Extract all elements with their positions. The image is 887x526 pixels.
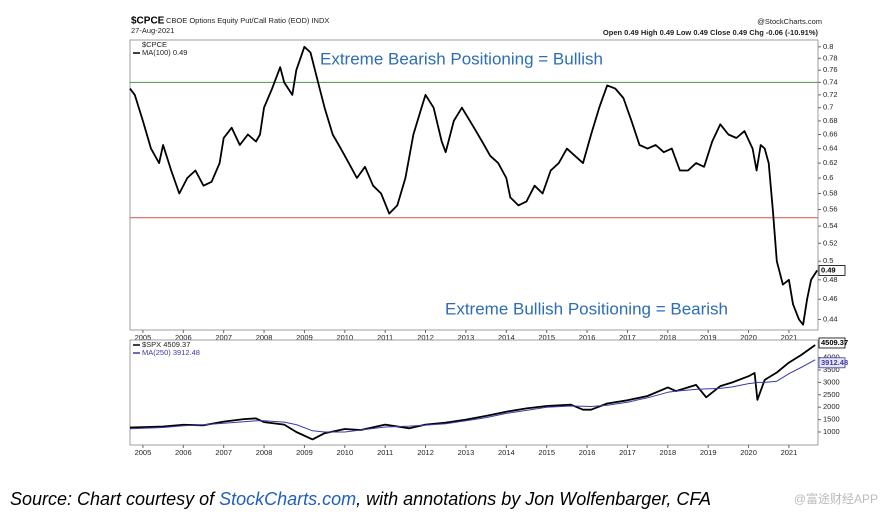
x-tick-label: 2018 [659, 333, 676, 342]
caption: Source: Chart courtesy of StockCharts.co… [10, 489, 711, 509]
y-tick-label: 0.6 [823, 173, 833, 182]
y-tick-label: 0.56 [823, 204, 838, 213]
x-tick-label: 2008 [256, 333, 273, 342]
series-line [129, 359, 816, 433]
value-tag: 3912.48 [821, 358, 848, 367]
value-tag: 4509.37 [821, 338, 848, 347]
x-tick-label: 2009 [296, 333, 313, 342]
y-tick-label: 0.78 [823, 53, 838, 62]
x-tick-label: 2019 [700, 333, 717, 342]
y-tick-label: 0.74 [823, 77, 838, 86]
y-tick-label: 0.48 [823, 275, 838, 284]
legend-label: MA(100) 0.49 [142, 48, 187, 57]
plot-frame [129, 39, 819, 331]
y-tick-label: 3000 [823, 377, 840, 386]
y-tick-label: 1000 [823, 427, 840, 436]
x-tick-label: 2011 [377, 448, 393, 457]
series-line [129, 45, 818, 326]
source: @StockCharts.com [757, 17, 822, 26]
x-tick-label: 2006 [175, 333, 192, 342]
x-tick-label: 2011 [377, 333, 393, 342]
x-tick-label: 2020 [740, 333, 757, 342]
x-tick-label: 2014 [498, 448, 515, 457]
y-tick-label: 0.76 [823, 65, 838, 74]
x-tick-label: 2017 [619, 333, 636, 342]
chart-subtitle: CBOE Options Equity Put/Call Ratio (EOD)… [166, 16, 329, 25]
x-tick-label: 2010 [336, 333, 353, 342]
x-tick-label: 2009 [296, 448, 313, 457]
x-tick-label: 2020 [740, 448, 757, 457]
x-tick-label: 2021 [781, 448, 798, 457]
y-tick-label: 0.5 [823, 256, 833, 265]
value-tag: 0.49 [821, 265, 836, 274]
value-tag-box [818, 265, 846, 276]
quote: Open 0.49 High 0.49 Low 0.49 Close 0.49 … [603, 28, 819, 37]
y-tick-label: 0.7 [823, 103, 833, 112]
x-tick-label: 2007 [215, 333, 232, 342]
y-tick-label: 0.8 [823, 42, 833, 51]
y-tick-label: 0.72 [823, 90, 838, 99]
x-tick-label: 2005 [135, 448, 152, 457]
y-tick-label: 0.52 [823, 238, 838, 247]
x-tick-label: 2013 [458, 333, 475, 342]
x-tick-label: 2008 [256, 448, 273, 457]
x-tick-label: 2016 [579, 333, 596, 342]
y-tick-label: 0.64 [823, 144, 838, 153]
x-tick-label: 2017 [619, 448, 636, 457]
value-tag-box [818, 337, 846, 349]
x-tick-label: 2012 [417, 333, 434, 342]
y-tick-label: 2000 [823, 402, 840, 411]
x-tick-label: 2014 [498, 333, 515, 342]
chart-title: $CPCE [131, 16, 165, 27]
legend-label: $SPX 4509.37 [142, 340, 190, 349]
y-tick-label: 2500 [823, 390, 840, 399]
x-tick-label: 2015 [538, 333, 555, 342]
x-tick-label: 2010 [336, 448, 353, 457]
caption-rest: , with annotations by Jon Wolfenbarger, … [356, 489, 711, 509]
y-tick-label: 0.44 [823, 314, 838, 323]
x-tick-label: 2007 [215, 448, 232, 457]
y-tick-label: 0.62 [823, 158, 838, 167]
x-tick-label: 2019 [700, 448, 717, 457]
x-tick-label: 2013 [458, 448, 475, 457]
legend-label: MA(250) 3912.48 [142, 348, 200, 357]
y-tick-label: 0.68 [823, 116, 838, 125]
y-tick-label: 0.46 [823, 294, 838, 303]
y-tick-label: 0.66 [823, 130, 838, 139]
annotation: Extreme Bullish Positioning = Bearish [445, 299, 728, 318]
series-line [129, 344, 816, 441]
y-tick-label: 3500 [823, 365, 840, 374]
x-tick-label: 2012 [417, 448, 434, 457]
y-tick-label: 0.58 [823, 188, 838, 197]
x-tick-label: 2006 [175, 448, 192, 457]
y-tick-label: 4000 [823, 353, 840, 362]
caption-link[interactable]: StockCharts.com [219, 489, 356, 509]
y-tick-label: 0.54 [823, 221, 838, 230]
x-tick-label: 2021 [781, 333, 798, 342]
x-tick-label: 2018 [659, 448, 676, 457]
plot-frame [129, 339, 819, 446]
x-tick-label: 2015 [538, 448, 555, 457]
watermark: @富途财经APP [794, 491, 878, 506]
date: 27-Aug-2021 [131, 26, 174, 35]
annotation: Extreme Bearish Positioning = Bullish [320, 49, 603, 68]
y-tick-label: 1500 [823, 415, 840, 424]
x-tick-label: 2005 [135, 333, 152, 342]
caption-lead: Source: Chart courtesy of [10, 489, 219, 509]
legend-label: $CPCE [142, 40, 167, 49]
value-tag-box [818, 357, 846, 369]
x-tick-label: 2016 [579, 448, 596, 457]
